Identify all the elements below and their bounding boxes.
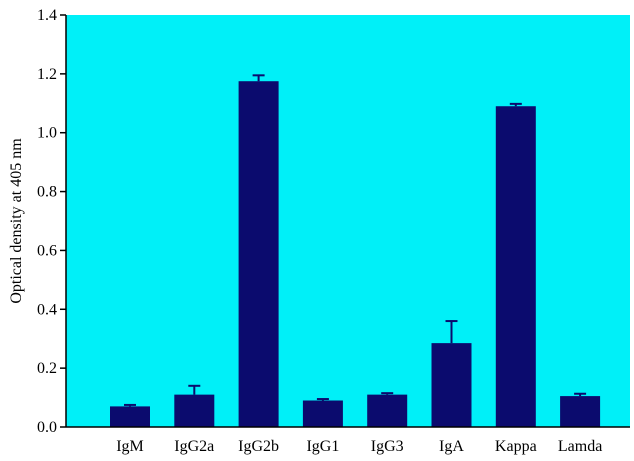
bar-kappa [495, 106, 536, 427]
x-tick-label-igg1: IgG1 [306, 438, 339, 455]
plot-area [66, 15, 630, 427]
axes-group [65, 15, 630, 428]
y-axis-title: Optical density at 405 nm [8, 138, 25, 304]
x-tick-label-igg2a: IgG2a [174, 438, 214, 455]
y-tick-label-0.4: 0.4 [37, 301, 57, 318]
bar-iga [431, 343, 472, 427]
x-tick-label-igm: IgM [116, 438, 144, 455]
bar-igg1 [302, 400, 343, 427]
y-tick-label-0.2: 0.2 [37, 360, 57, 377]
bar-igm [110, 406, 150, 427]
y-ticks-group: 0.0 0.2 0.4 0.6 0.8 1.0 1.2 1.4 [37, 7, 66, 436]
y-tick-label-1.2: 1.2 [37, 66, 57, 83]
x-tick-label-kappa: Kappa [495, 438, 537, 455]
x-tick-label-iga: IgA [439, 438, 464, 455]
x-tick-label-igg2b: IgG2b [238, 438, 279, 455]
bar-lamda [560, 396, 601, 427]
y-tick-label-0.8: 0.8 [37, 184, 57, 201]
bar-igg2b [238, 81, 279, 427]
bar-igg3 [367, 394, 408, 427]
x-labels-group: IgM IgG2a IgG2b IgG1 IgG3 IgA Kappa Lamda [116, 438, 602, 455]
y-tick-label-0.0: 0.0 [37, 419, 57, 436]
y-tick-label-1.4: 1.4 [37, 7, 57, 24]
x-tick-label-igg3: IgG3 [371, 438, 404, 455]
bars-group [110, 81, 601, 427]
x-tick-label-lamda: Lamda [558, 438, 602, 455]
y-tick-label-1.0: 1.0 [37, 125, 57, 142]
y-tick-label-0.6: 0.6 [37, 242, 57, 259]
error-bars-group [124, 74, 587, 407]
bar-igg2a [174, 394, 215, 427]
